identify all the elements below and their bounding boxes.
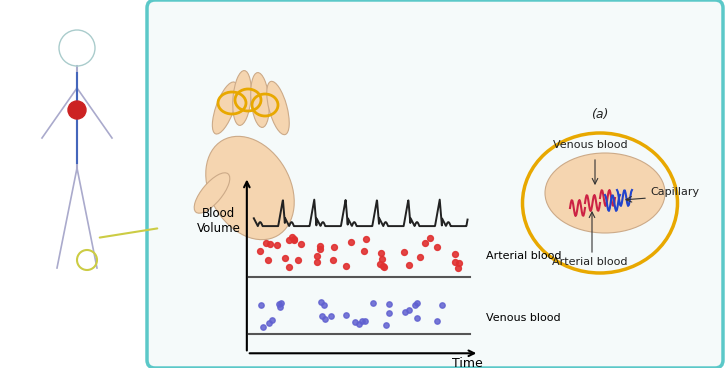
Text: (a): (a) bbox=[591, 108, 608, 121]
Point bbox=[374, 261, 386, 267]
Point bbox=[264, 319, 275, 325]
Ellipse shape bbox=[250, 72, 269, 127]
Point bbox=[436, 302, 447, 308]
Point bbox=[255, 248, 266, 254]
Point bbox=[420, 240, 431, 245]
Point bbox=[319, 316, 331, 322]
Point bbox=[315, 299, 327, 305]
Point bbox=[399, 249, 410, 255]
Text: Arterial blood: Arterial blood bbox=[552, 257, 628, 267]
Point bbox=[316, 313, 327, 319]
Point bbox=[340, 263, 352, 269]
Point bbox=[283, 265, 295, 270]
Point bbox=[311, 253, 323, 259]
Point bbox=[380, 322, 392, 328]
Point bbox=[256, 302, 267, 308]
Circle shape bbox=[68, 101, 86, 119]
Point bbox=[399, 309, 411, 315]
Text: Capillary: Capillary bbox=[650, 187, 699, 197]
Point bbox=[314, 243, 326, 249]
Text: Venous blood: Venous blood bbox=[552, 140, 627, 150]
Point bbox=[425, 235, 436, 241]
Point bbox=[354, 321, 365, 327]
Point bbox=[263, 257, 274, 263]
Point bbox=[349, 319, 361, 325]
Point bbox=[280, 255, 291, 261]
Point bbox=[375, 250, 387, 256]
Point bbox=[288, 236, 300, 241]
Point bbox=[412, 300, 423, 306]
Point bbox=[415, 254, 426, 260]
Ellipse shape bbox=[545, 153, 665, 233]
Point bbox=[367, 300, 379, 306]
Point bbox=[412, 315, 423, 321]
Point bbox=[449, 252, 461, 258]
Point bbox=[266, 317, 277, 323]
Ellipse shape bbox=[266, 81, 289, 135]
Point bbox=[260, 240, 272, 246]
Point bbox=[340, 312, 351, 318]
Text: Time: Time bbox=[452, 357, 483, 368]
FancyBboxPatch shape bbox=[147, 0, 723, 368]
Point bbox=[289, 237, 301, 243]
Point bbox=[449, 259, 460, 265]
Point bbox=[292, 256, 303, 262]
Point bbox=[273, 301, 285, 307]
Point bbox=[360, 236, 372, 242]
Ellipse shape bbox=[212, 82, 237, 134]
Point bbox=[325, 313, 337, 319]
Point bbox=[378, 263, 389, 269]
Point bbox=[314, 247, 325, 252]
Point bbox=[378, 264, 390, 270]
Point bbox=[329, 244, 340, 250]
Text: Venous blood: Venous blood bbox=[486, 313, 560, 323]
Point bbox=[295, 241, 306, 247]
Point bbox=[453, 260, 465, 266]
Point bbox=[431, 244, 443, 250]
Point bbox=[383, 310, 395, 316]
Text: Arterial blood: Arterial blood bbox=[486, 251, 562, 261]
Point bbox=[286, 234, 298, 240]
Point bbox=[356, 318, 368, 324]
Point bbox=[409, 302, 421, 308]
Ellipse shape bbox=[233, 71, 251, 125]
Point bbox=[346, 239, 357, 245]
Point bbox=[431, 318, 442, 324]
Point bbox=[275, 300, 287, 306]
Point bbox=[376, 256, 388, 262]
Point bbox=[452, 265, 464, 271]
Point bbox=[283, 237, 295, 243]
Point bbox=[257, 323, 269, 329]
Point bbox=[311, 259, 323, 265]
Point bbox=[404, 262, 415, 268]
Point bbox=[359, 318, 371, 324]
Text: Blood
Volume: Blood Volume bbox=[197, 207, 241, 235]
Ellipse shape bbox=[194, 173, 230, 213]
Point bbox=[271, 243, 282, 248]
Point bbox=[358, 248, 370, 254]
Point bbox=[264, 241, 276, 247]
Point bbox=[383, 301, 395, 307]
Point bbox=[318, 302, 330, 308]
Point bbox=[403, 307, 415, 313]
Ellipse shape bbox=[205, 136, 294, 240]
Point bbox=[327, 257, 338, 263]
Point bbox=[274, 304, 286, 310]
